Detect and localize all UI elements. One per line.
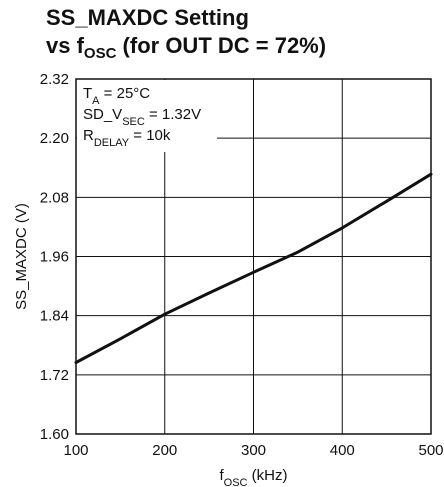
annotation-background [77, 80, 217, 152]
plot-frame [75, 78, 432, 435]
title-line2-prefix: vs f [46, 33, 84, 58]
x-axis-label: fOSC (kHz) [219, 467, 287, 487]
y-tick-label: 1.84 [40, 308, 69, 325]
y-tick-label: 1.60 [40, 426, 69, 443]
chart-title: SS_MAXDC Setting vs fOSC (for OUT DC = 7… [46, 4, 326, 68]
y-tick-label: 2.08 [40, 189, 69, 206]
x-tick-label: 400 [330, 442, 355, 459]
y-tick-label: 1.96 [40, 249, 69, 266]
chart-title-line1: SS_MAXDC Setting [46, 5, 249, 30]
y-tick-label: 2.20 [40, 130, 69, 147]
x-tick-label: 300 [241, 442, 266, 459]
title-line2-subscript: OSC [83, 45, 117, 62]
x-tick-label: 100 [63, 442, 88, 459]
title-line2-suffix: (for OUT DC = 72%) [116, 33, 327, 58]
chart-title-line2: vs fOSC (for OUT DC = 72%) [46, 32, 326, 68]
y-tick-label: 1.72 [40, 367, 69, 384]
y-tick-label: 2.32 [40, 71, 69, 88]
x-tick-label: 200 [152, 442, 177, 459]
condition-annotation: SD_VSEC = 1.32V [83, 106, 201, 128]
x-tick-label: 500 [418, 442, 443, 459]
data-series-line [74, 172, 433, 364]
condition-annotation: TA = 25°C [83, 85, 150, 107]
condition-annotation: RDELAY = 10k [83, 127, 171, 149]
y-axis-label: SS_MAXDC (V) [13, 203, 30, 310]
